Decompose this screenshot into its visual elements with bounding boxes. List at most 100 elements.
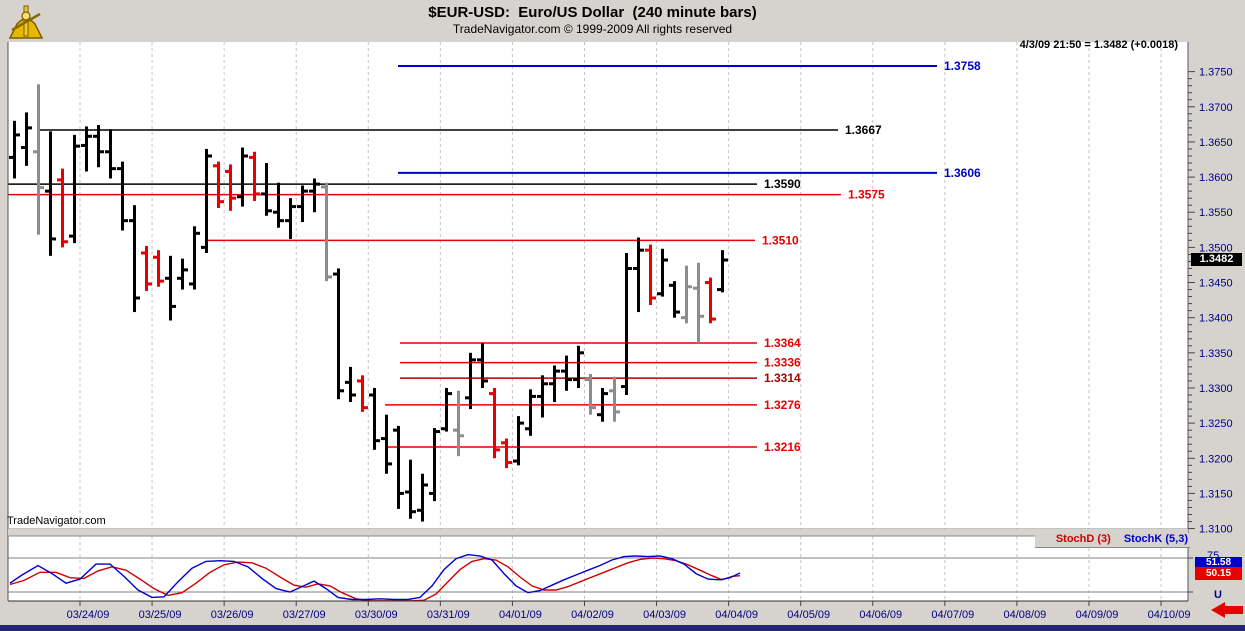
- stochk-curve[interactable]: [9, 553, 741, 601]
- chart-subtitle: TradeNavigator.com © 1999-2009 All right…: [452, 22, 733, 36]
- ohlc-open-tick: [717, 288, 721, 292]
- ohlc-bar[interactable]: [649, 244, 652, 306]
- ohlc-open-tick: [645, 248, 649, 252]
- ohlc-bar[interactable]: [637, 237, 640, 313]
- ohlc-bar[interactable]: [13, 120, 16, 179]
- ohlc-bar[interactable]: [625, 252, 628, 396]
- ohlc-bar[interactable]: [421, 473, 424, 522]
- ohlc-bar[interactable]: [145, 245, 148, 291]
- ohlc-bar[interactable]: [289, 198, 292, 239]
- ohlc-bar[interactable]: [721, 250, 724, 293]
- ohlc-open-tick: [405, 490, 409, 494]
- ohlc-bar[interactable]: [277, 182, 280, 228]
- date-label: 04/04/09: [715, 609, 758, 621]
- ohlc-bar[interactable]: [313, 178, 316, 213]
- ohlc-bar[interactable]: [61, 168, 64, 248]
- ohlc-bar[interactable]: [685, 265, 688, 324]
- ohlc-close-tick: [532, 394, 536, 398]
- ohlc-bar[interactable]: [49, 131, 52, 256]
- ohlc-open-tick: [609, 389, 613, 393]
- ohlc-open-tick: [165, 276, 169, 280]
- ohlc-bar[interactable]: [97, 125, 100, 168]
- ohlc-close-tick: [436, 430, 440, 434]
- ohlc-bar[interactable]: [517, 416, 520, 466]
- ohlc-close-tick: [688, 285, 692, 289]
- stoch-plot-area[interactable]: [8, 536, 1188, 601]
- ohlc-close-tick: [448, 392, 452, 396]
- ohlc-open-tick: [201, 245, 205, 249]
- price-axis-label: 1.3100: [1199, 524, 1233, 536]
- ohlc-bar[interactable]: [337, 268, 340, 400]
- ohlc-open-tick: [513, 459, 517, 463]
- ohlc-bar[interactable]: [529, 389, 532, 436]
- ohlc-bar[interactable]: [181, 258, 184, 290]
- ohlc-bar[interactable]: [481, 342, 484, 388]
- ohlc-bar[interactable]: [445, 387, 448, 432]
- ohlc-bar[interactable]: [553, 365, 556, 403]
- ohlc-bar[interactable]: [601, 387, 604, 422]
- ohlc-bar[interactable]: [409, 459, 412, 519]
- ohlc-open-tick: [153, 255, 157, 259]
- ohlc-bar[interactable]: [265, 163, 268, 216]
- ohlc-bar[interactable]: [697, 262, 700, 343]
- ohlc-bar[interactable]: [121, 161, 124, 231]
- ohlc-bar[interactable]: [577, 345, 580, 388]
- ohlc-bar[interactable]: [469, 352, 472, 410]
- ohlc-bar[interactable]: [457, 390, 460, 457]
- ohlc-bar[interactable]: [361, 375, 364, 412]
- ohlc-bar[interactable]: [169, 255, 172, 321]
- ohlc-bar[interactable]: [505, 438, 508, 469]
- ohlc-open-tick: [177, 276, 181, 280]
- ohlc-close-tick: [352, 393, 356, 397]
- ohlc-bar[interactable]: [205, 148, 208, 253]
- ohlc-bar[interactable]: [433, 428, 436, 502]
- price-level-label: 1.3575: [848, 188, 885, 202]
- ohlc-bar[interactable]: [397, 425, 400, 509]
- ohlc-bar[interactable]: [73, 134, 76, 244]
- ohlc-bar[interactable]: [373, 387, 376, 450]
- ohlc-bar[interactable]: [229, 164, 232, 211]
- ohlc-bar[interactable]: [349, 366, 352, 403]
- ohlc-bar[interactable]: [589, 373, 592, 415]
- ohlc-bar[interactable]: [493, 387, 496, 459]
- ohlc-bar[interactable]: [385, 414, 388, 474]
- stochastic-legend[interactable]: StochD (3) StochK (5,3): [1035, 533, 1190, 548]
- ohlc-close-tick: [40, 186, 44, 190]
- ohlc-bar[interactable]: [253, 151, 256, 201]
- ohlc-bar[interactable]: [157, 250, 160, 287]
- scroll-left-arrow-icon[interactable]: [1211, 602, 1243, 618]
- ohlc-close-tick: [88, 134, 92, 138]
- ohlc-close-tick: [124, 219, 128, 223]
- ohlc-bar[interactable]: [661, 248, 664, 297]
- ohlc-open-tick: [537, 394, 541, 398]
- price-level-label: 1.3314: [764, 371, 801, 385]
- stochk-legend-label[interactable]: StochK (5,3): [1123, 533, 1188, 545]
- ohlc-bar[interactable]: [541, 375, 544, 418]
- ohlc-open-tick: [105, 150, 109, 154]
- ohlc-close-tick: [604, 392, 608, 396]
- main-plot-area[interactable]: [8, 42, 1188, 529]
- ohlc-bar[interactable]: [25, 112, 28, 166]
- ohlc-bar[interactable]: [133, 205, 136, 313]
- ohlc-bar[interactable]: [565, 355, 568, 391]
- stochd-legend-label[interactable]: StochD (3): [1055, 533, 1111, 545]
- ohlc-bar[interactable]: [613, 376, 616, 422]
- ohlc-bar[interactable]: [673, 281, 676, 318]
- ohlc-bar[interactable]: [301, 185, 304, 223]
- ohlc-close-tick: [64, 240, 68, 244]
- ohlc-bar[interactable]: [241, 147, 244, 207]
- ohlc-bar[interactable]: [193, 226, 196, 290]
- bottom-scroll-strip[interactable]: [0, 625, 1245, 631]
- ohlc-bar[interactable]: [325, 182, 328, 282]
- ohlc-bar[interactable]: [85, 126, 88, 172]
- ohlc-close-tick: [580, 351, 584, 355]
- ohlc-close-tick: [364, 406, 368, 410]
- ohlc-bar[interactable]: [37, 84, 40, 235]
- ohlc-bar[interactable]: [217, 161, 220, 209]
- ohlc-close-tick: [592, 406, 596, 410]
- ohlc-bar[interactable]: [709, 277, 712, 324]
- ohlc-close-tick: [628, 266, 632, 270]
- ohlc-bar[interactable]: [109, 129, 112, 179]
- chart-title: $EUR-USD: Euro/US Dollar (240 minute bar…: [428, 4, 757, 21]
